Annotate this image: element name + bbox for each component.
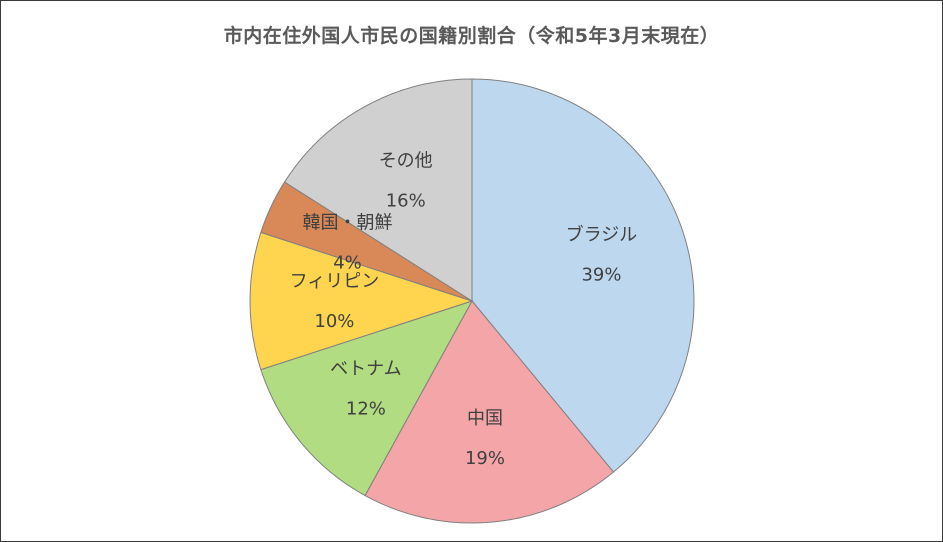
slice-category-label: ベトナム: [330, 359, 401, 380]
pie-slices: [249, 78, 695, 524]
slice-percent-label: 16%: [386, 190, 426, 211]
pie-slice-6: [283, 78, 473, 302]
slice-percent-label: 4%: [333, 252, 362, 273]
slice-category-label: 中国: [467, 408, 503, 429]
slice-category-label: その他: [379, 150, 433, 171]
slice-percent-label: 10%: [314, 311, 354, 332]
slice-percent-label: 12%: [346, 399, 386, 420]
pie-slice-4: [249, 231, 474, 371]
slice-percent-label: 39%: [581, 264, 621, 285]
pie-slice-2: [364, 300, 615, 524]
slice-category-label: フィリピン: [290, 271, 380, 292]
slice-category-label: ブラジル: [566, 223, 638, 245]
pie-slice-3: [260, 300, 474, 497]
pie-labels: ブラジル 39% 中国 19% ベトナム 12% フィリピン 10% 韓国・朝鮮 4% その他 16%: [290, 150, 638, 469]
chart-title: 市内在住外国人市民の国籍別割合（令和5年3月末現在）: [223, 25, 720, 47]
pie-slice-1: [471, 78, 695, 473]
slice-percent-label: 19%: [465, 448, 505, 469]
slice-category-label: 韓国・朝鮮: [303, 212, 393, 233]
